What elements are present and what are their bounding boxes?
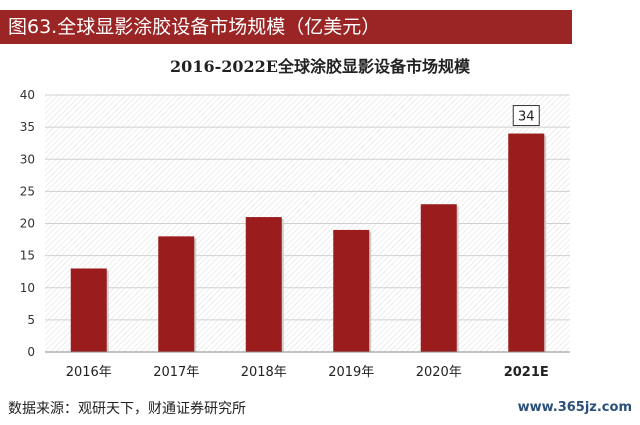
data-label: 34 bbox=[518, 110, 535, 125]
x-tick-label: 2019年 bbox=[328, 365, 374, 380]
y-tick-label: 0 bbox=[27, 345, 35, 359]
header-bar: 图63.全球显影涂胶设备市场规模（亿美元） bbox=[0, 10, 572, 44]
x-axis: 2016年 2017年 2018年 2019年 2020年 2021E bbox=[45, 351, 570, 380]
figure-title: 图63.全球显影涂胶设备市场规模（亿美元） bbox=[8, 16, 381, 38]
bar-2021E bbox=[508, 133, 545, 352]
data-label-box bbox=[512, 105, 540, 127]
y-tick-label: 5 bbox=[27, 313, 35, 327]
y-axis: 0 5 10 15 20 25 30 35 40 bbox=[20, 88, 35, 359]
x-tick-label: 2018年 bbox=[241, 365, 287, 380]
chart-title: 2016-2022E全球涂胶显影设备市场规模 bbox=[170, 57, 470, 76]
x-tick-label: 2021E bbox=[504, 365, 549, 380]
y-tick-label: 15 bbox=[20, 249, 35, 263]
x-tick-label: 2017年 bbox=[153, 365, 199, 380]
bar-2018年 bbox=[245, 217, 282, 352]
x-tick-label: 2020年 bbox=[416, 365, 462, 380]
bar-2016年 bbox=[70, 268, 107, 352]
y-tick-label: 10 bbox=[20, 281, 35, 295]
y-tick-label: 35 bbox=[20, 120, 35, 134]
watermark: www.365jz.com bbox=[517, 400, 632, 415]
source-note: 数据来源：观研天下，财通证券研究所 bbox=[8, 401, 246, 417]
y-tick-label: 25 bbox=[20, 184, 35, 198]
bar-2017年 bbox=[158, 236, 195, 352]
bar-2020年 bbox=[420, 204, 457, 352]
y-tick-label: 30 bbox=[20, 152, 35, 166]
bar-chart: 0 5 10 15 20 25 30 35 40 34 2016年 2017年 2018年 2019年… bbox=[20, 88, 570, 380]
gridlines bbox=[45, 94, 570, 321]
bar-2019年 bbox=[333, 229, 370, 352]
x-tick-label: 2016年 bbox=[66, 365, 112, 380]
y-tick-label: 20 bbox=[20, 217, 35, 231]
y-tick-label: 40 bbox=[20, 88, 35, 102]
bars: 34 bbox=[70, 105, 547, 352]
